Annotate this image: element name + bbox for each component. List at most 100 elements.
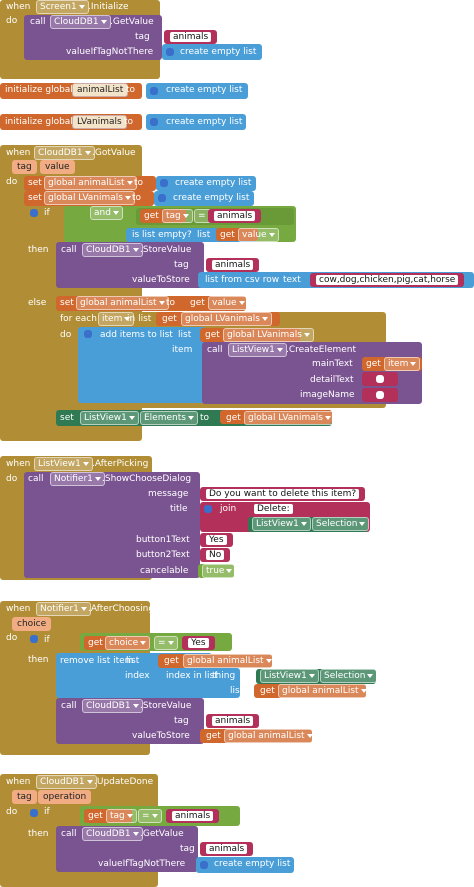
block-label: get — [190, 298, 205, 308]
block — [196, 857, 294, 873]
block-label: create empty list — [166, 117, 243, 127]
block-label: list — [178, 330, 192, 340]
text-string: animals — [164, 30, 218, 44]
block-label: initialize global — [5, 85, 73, 95]
string-value: Yes — [188, 638, 209, 648]
block-label: do — [6, 633, 18, 643]
block-label: index in list — [166, 671, 218, 681]
block — [150, 87, 158, 95]
block-label: item — [172, 345, 193, 355]
block-label: create empty list — [166, 85, 243, 95]
block — [24, 191, 154, 206]
string-value: animals — [172, 811, 214, 821]
dropdown-field: Screen1 — [36, 0, 89, 14]
block-label: if — [44, 208, 50, 218]
block — [376, 391, 384, 399]
block — [146, 114, 246, 130]
dropdown-field: value — [238, 228, 279, 242]
block — [156, 312, 280, 326]
dropdown-field: global LVanimals — [223, 328, 314, 342]
block — [204, 505, 212, 513]
dropdown-field: Notifier1 — [36, 602, 91, 616]
block-label: .StoreValue — [140, 245, 192, 255]
block — [30, 635, 38, 643]
block-label: button1Text — [136, 535, 190, 545]
block — [84, 636, 150, 650]
block — [30, 809, 38, 817]
block — [200, 328, 300, 342]
dropdown-field: Elements — [140, 411, 198, 425]
block-label: message — [148, 489, 189, 499]
block — [160, 668, 240, 698]
block-label: .CreateElement — [286, 345, 357, 355]
dropdown-field: global animalList — [224, 729, 317, 743]
block — [248, 517, 368, 532]
block — [84, 330, 92, 338]
block-label: .UpdateDone — [94, 777, 154, 787]
block — [84, 809, 132, 823]
string-value: Yes — [206, 535, 227, 545]
text-string: Yes — [182, 636, 215, 650]
string-value: Do you want to delete this item? — [206, 489, 360, 499]
block — [56, 242, 204, 288]
dropdown-field: CloudDB1 — [82, 243, 143, 257]
dropdown-field: ListView1 — [252, 517, 311, 531]
block-label: when — [6, 604, 31, 614]
variable-name: animalList — [72, 83, 129, 97]
block-label: .GotValue — [92, 148, 136, 158]
block-label: .GetValue — [140, 829, 184, 839]
dropdown-field: = — [138, 809, 162, 823]
dropdown-field: item — [384, 357, 421, 371]
block-label: if — [44, 635, 50, 645]
block-label: initialize global — [5, 117, 73, 127]
block-label: do — [6, 807, 18, 817]
block-label: to — [166, 298, 176, 308]
block-label: get — [162, 314, 177, 324]
block-label: in list — [127, 314, 152, 324]
block-label: get — [260, 686, 275, 696]
block-label: do — [6, 177, 18, 187]
block-label: get — [88, 638, 103, 648]
block-label: cancelable — [140, 566, 189, 576]
block-label: valueToStore — [132, 275, 190, 285]
block — [158, 194, 166, 202]
string-value: animals — [212, 260, 254, 270]
block — [162, 44, 262, 60]
block-label: valueToStore — [132, 731, 190, 741]
dropdown-field: ListView1 — [260, 669, 319, 683]
block-label: is list empty? — [132, 230, 192, 240]
block-label: .StoreValue — [140, 701, 192, 711]
block-label: to — [124, 117, 134, 127]
block-label: button2Text — [136, 550, 190, 560]
block-label: list — [197, 230, 211, 240]
block — [78, 327, 206, 403]
block-label: create empty list — [214, 859, 291, 869]
block-label: set — [28, 193, 42, 203]
block-label: when — [6, 777, 31, 787]
dropdown-field: item — [98, 312, 135, 326]
block-label: tag — [174, 260, 189, 270]
block — [30, 209, 38, 217]
block-label: to — [126, 85, 136, 95]
dropdown-field: global LVanimals — [244, 411, 335, 425]
block — [158, 654, 272, 668]
block — [56, 826, 198, 872]
block-label: to — [134, 178, 144, 188]
dropdown-field: = — [154, 636, 178, 650]
block-label: when — [6, 2, 31, 12]
dropdown-field: global animalList — [76, 296, 169, 310]
block-label: valueIfTagNotThere — [98, 859, 186, 869]
string-value: animals — [214, 211, 256, 221]
block-label: set — [28, 178, 42, 188]
block-label: get — [164, 656, 179, 666]
dropdown-field: global animalList — [278, 684, 371, 698]
text-string: animals — [166, 809, 220, 823]
string-value: animals — [206, 844, 248, 854]
text-string: Delete: — [248, 502, 299, 516]
block — [24, 176, 156, 191]
block-label: to — [132, 193, 142, 203]
block — [362, 357, 422, 371]
block-label: call — [207, 345, 223, 355]
block — [198, 564, 234, 578]
